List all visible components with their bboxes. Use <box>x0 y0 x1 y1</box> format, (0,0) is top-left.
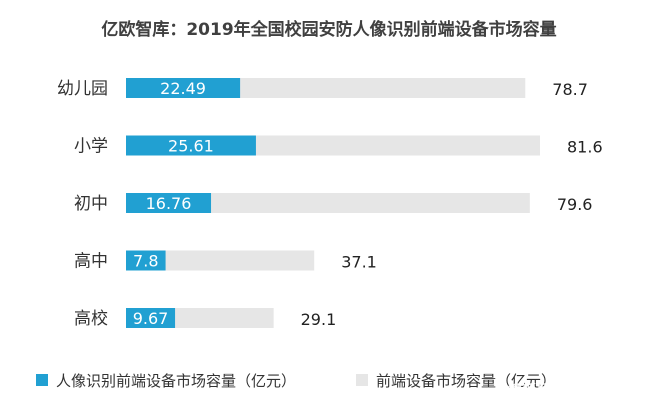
legend: 人像识别前端设备市场容量（亿元） 前端设备市场容量（亿元） <box>36 372 556 390</box>
watermark: 搜狐号@旷思智慧校园 <box>508 382 648 399</box>
legend-swatch-front-end <box>356 374 368 386</box>
data-label-front-end-total: 81.6 <box>567 138 603 157</box>
data-label-face-recognition: 16.76 <box>146 194 192 213</box>
data-label-face-recognition: 22.49 <box>160 79 206 98</box>
legend-swatch-face-recognition <box>36 374 48 386</box>
data-label-face-recognition: 9.67 <box>133 309 169 328</box>
chart-title: 亿欧智库：2019年全国校园安防人像识别前端设备市场容量 <box>101 19 556 40</box>
data-label-face-recognition: 7.8 <box>133 252 158 271</box>
legend-label-front-end: 前端设备市场容量（亿元） <box>376 372 556 390</box>
data-label-front-end-total: 37.1 <box>341 253 377 272</box>
data-label-face-recognition: 25.61 <box>168 137 214 156</box>
bar-front-end-total <box>126 193 530 213</box>
bar-face-recognition <box>126 78 241 98</box>
category-label: 幼儿园 <box>57 79 108 99</box>
bar-front-end-total <box>126 250 315 271</box>
bar-face-recognition <box>126 250 166 271</box>
category-label: 高中 <box>74 252 108 272</box>
category-label: 小学 <box>74 137 108 157</box>
bar-area: 幼儿园 22.49 78.7 小学 25.61 81.6 初中 16.76 79.6 高中 7.8 3… <box>57 78 603 329</box>
bar-face-recognition <box>126 193 212 213</box>
data-label-front-end-total: 78.7 <box>552 80 588 99</box>
data-label-front-end-total: 29.1 <box>301 310 337 329</box>
bar-face-recognition <box>126 135 256 156</box>
bar-face-recognition <box>126 308 176 328</box>
data-label-front-end-total: 79.6 <box>557 195 593 214</box>
category-label: 初中 <box>74 194 108 214</box>
category-label: 高校 <box>74 309 108 329</box>
legend-label-face-recognition: 人像识别前端设备市场容量（亿元） <box>56 372 296 390</box>
